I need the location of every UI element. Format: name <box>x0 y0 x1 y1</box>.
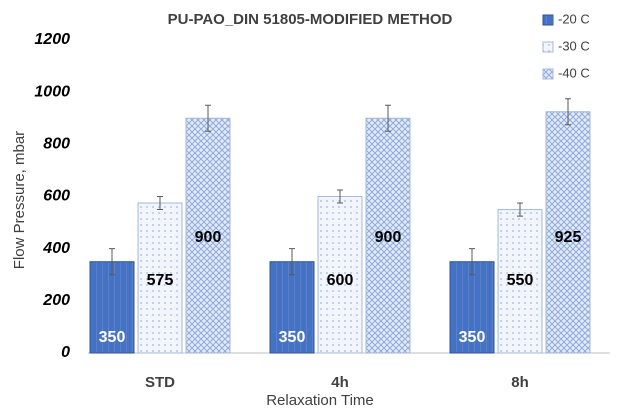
bar <box>365 117 411 354</box>
bar <box>137 202 183 354</box>
error-bar <box>565 98 571 126</box>
bar <box>449 261 495 354</box>
error-bar <box>385 104 391 132</box>
x-tick-label: 8h <box>511 374 529 391</box>
x-tick-label: 4h <box>331 374 349 391</box>
y-tick-label: 0 <box>61 344 70 361</box>
data-label: 350 <box>99 329 126 346</box>
legend-label: -30 C <box>558 38 590 53</box>
data-label: 900 <box>195 229 222 246</box>
bar <box>545 111 591 354</box>
y-axis-label: Flow Pressure, mbar <box>11 131 28 269</box>
y-tick-label: 800 <box>43 136 70 153</box>
y-tick-label: 400 <box>42 240 70 257</box>
data-label: 350 <box>279 329 306 346</box>
legend-swatch <box>542 68 554 80</box>
x-tick-label: STD <box>145 374 175 391</box>
data-label: 550 <box>507 272 534 289</box>
error-bar <box>337 189 343 204</box>
y-tick-label: 1200 <box>34 31 70 48</box>
legend-swatch <box>542 41 554 53</box>
data-label: 600 <box>327 272 354 289</box>
legend-label: -40 C <box>558 65 590 80</box>
chart-title: PU-PAO_DIN 51805-MODIFIED METHOD <box>168 11 453 28</box>
data-label: 925 <box>555 229 582 246</box>
data-label: 350 <box>459 329 486 346</box>
error-bar <box>109 248 115 276</box>
x-axis-label: Relaxation Time <box>266 392 374 409</box>
error-bar <box>469 248 475 276</box>
error-bar <box>157 196 163 211</box>
legend-label: -20 C <box>558 11 590 26</box>
y-tick-label: 200 <box>42 292 70 309</box>
data-label: 575 <box>147 272 174 289</box>
bar <box>89 261 135 354</box>
error-bar <box>517 202 523 217</box>
error-bar <box>205 104 211 132</box>
y-tick-label: 600 <box>43 188 70 205</box>
bar <box>185 117 231 354</box>
error-bar <box>289 248 295 276</box>
data-label: 900 <box>375 229 402 246</box>
y-tick-label: 1000 <box>34 83 70 100</box>
bar <box>317 196 363 354</box>
bar <box>269 261 315 354</box>
legend-swatch <box>542 14 554 26</box>
